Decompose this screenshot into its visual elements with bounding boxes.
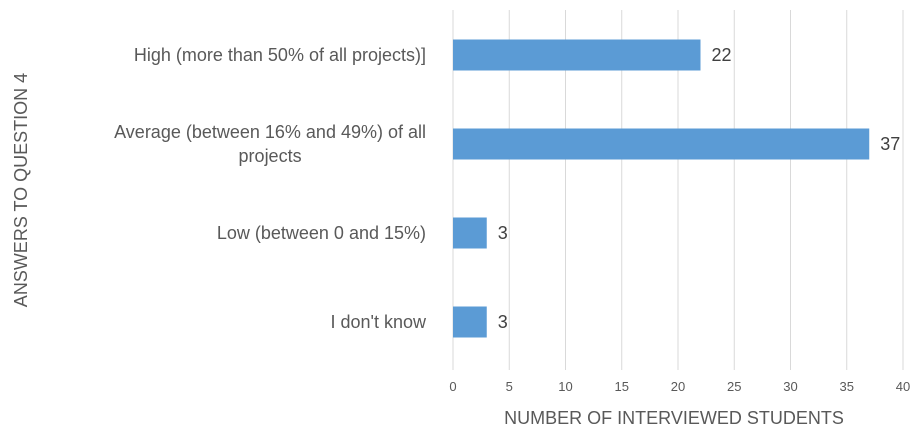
category-labels: High (more than 50% of all projects)] Ave…: [114, 45, 427, 332]
x-tick-label: 30: [783, 379, 797, 394]
y-axis-title: ANSWERS TO QUESTION 4: [11, 73, 31, 307]
data-labels: 22 37 3 3: [498, 45, 901, 332]
bar-0: [453, 39, 701, 71]
x-tick-label: 10: [558, 379, 572, 394]
category-label-line: projects: [239, 146, 302, 166]
x-tick-label: 20: [671, 379, 685, 394]
x-tick-labels: 0 5 10 15 20 25 30 35 40: [449, 379, 910, 394]
bars: [453, 39, 870, 338]
category-label: Low (between 0 and 15%): [217, 223, 426, 243]
x-axis-title: NUMBER OF INTERVIEWED STUDENTS: [504, 408, 844, 428]
category-label-line: Average (between 16% and 49%) of all: [114, 122, 426, 142]
category-label: High (more than 50% of all projects)]: [134, 45, 426, 65]
bar-3: [453, 306, 487, 338]
category-label-line: High (more than 50% of all projects)]: [134, 45, 426, 65]
x-tick-label: 15: [615, 379, 629, 394]
data-label: 3: [498, 312, 508, 332]
data-label: 37: [880, 134, 900, 154]
x-tick-label: 40: [896, 379, 910, 394]
x-tick-label: 35: [840, 379, 854, 394]
category-label: I don't know: [331, 312, 427, 332]
x-tick-label: 5: [506, 379, 513, 394]
bar-2: [453, 217, 487, 249]
x-tick-label: 25: [727, 379, 741, 394]
bar-1: [453, 128, 870, 160]
category-label-line: Low (between 0 and 15%): [217, 223, 426, 243]
x-tick-label: 0: [449, 379, 456, 394]
category-label: Average (between 16% and 49%) of all proj…: [114, 122, 426, 166]
data-label: 3: [498, 223, 508, 243]
data-label: 22: [712, 45, 732, 65]
category-label-line: I don't know: [331, 312, 427, 332]
